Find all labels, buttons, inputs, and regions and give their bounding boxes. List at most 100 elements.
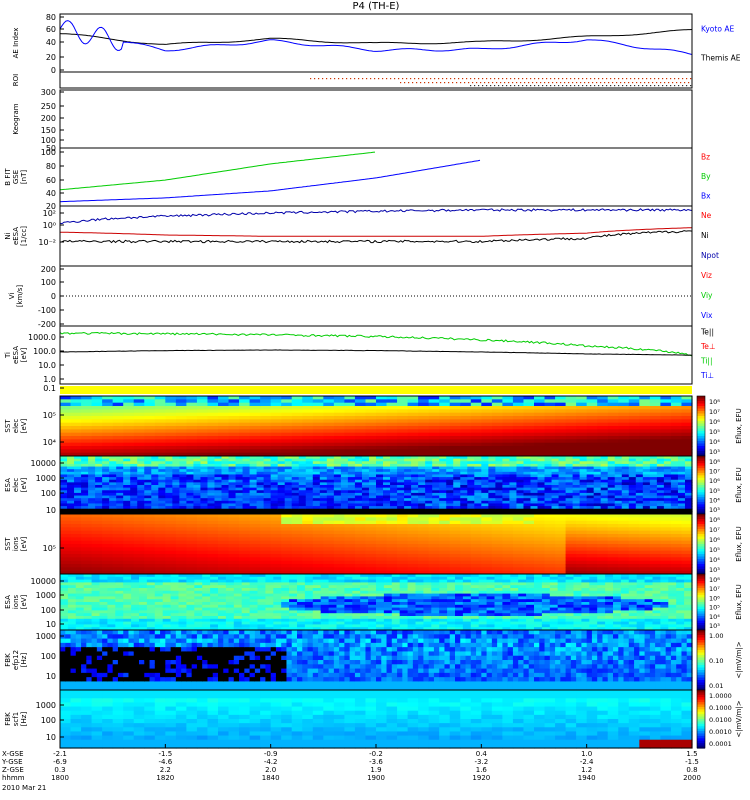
sst_e-cell [112, 432, 124, 437]
esa_e-cell [572, 479, 581, 483]
sst_e-cell [144, 422, 156, 427]
esa_i-cell [376, 579, 385, 583]
esa_e-cell [516, 490, 525, 494]
sst_i-cell [555, 570, 567, 575]
esa_e-cell [593, 495, 602, 499]
sst_i-cell [628, 560, 640, 565]
sst_i-cell [196, 554, 209, 558]
esa_i-cell [304, 582, 314, 586]
esa_e-cell [340, 503, 349, 507]
esa_e-cell [446, 461, 454, 465]
sst_e-cell [523, 452, 535, 457]
esa_e-cell [263, 503, 272, 507]
esa_i-cell [123, 582, 132, 586]
esa_i-cell [154, 616, 164, 620]
esa_i-cell [225, 590, 235, 595]
esa_e-cell [425, 463, 433, 468]
sst_i-cell [523, 537, 535, 542]
sst_i-cell [586, 550, 598, 555]
sst_e-cell [218, 412, 230, 417]
esa_e-cell [347, 492, 356, 497]
esa_i-cell [83, 590, 93, 595]
sst_i-cell [397, 544, 409, 548]
sst_e-cell [534, 426, 546, 430]
esa_e-cell [663, 458, 672, 462]
esa_i-cell [312, 590, 322, 595]
esa_e-cell [172, 495, 180, 499]
esa_e-cell [165, 503, 173, 507]
esa_e-cell [600, 506, 609, 510]
esa_i-cell [60, 599, 69, 603]
sst_i-cell [91, 514, 103, 518]
esa_e-cell [137, 463, 145, 468]
esa_e-cell [305, 490, 314, 494]
esa_e-cell [228, 471, 237, 476]
sst_i-cell [196, 560, 209, 565]
sst_i-cell [386, 540, 398, 545]
esa_e-cell [432, 492, 440, 497]
sst_i-cell [291, 517, 303, 522]
esa_e-cell [361, 495, 370, 499]
sst_e-cell [386, 422, 398, 427]
esa_e-cell [340, 492, 349, 497]
sst_e-cell [449, 406, 461, 410]
esa_e-cell [425, 479, 433, 483]
esa_i-cell [257, 576, 266, 581]
esa_e-cell [249, 498, 258, 502]
esa_i-cell [186, 602, 195, 606]
sst_e-cell [460, 426, 472, 430]
sst_e-cell [260, 412, 272, 417]
esa_i-cell [376, 618, 385, 623]
esa_i-cell [123, 574, 132, 578]
esa_e-cell [249, 482, 258, 486]
esa_e-cell [446, 463, 454, 468]
esa_e-cell [81, 461, 89, 465]
esa_i-cell [328, 607, 338, 611]
sst_i-cell [112, 570, 124, 575]
esa_e-cell [621, 487, 630, 491]
esa_e-cell [158, 482, 166, 486]
sst_i-cell [112, 564, 124, 568]
esa_e-cell [137, 474, 145, 478]
esa_e-cell [453, 495, 461, 499]
sst_e-cell [512, 452, 525, 457]
esa_e-cell [418, 487, 426, 491]
esa_e-cell [684, 466, 693, 470]
esa_e-cell [333, 503, 342, 507]
esa_e-cell [551, 456, 560, 460]
sst_e-cell [397, 442, 409, 447]
esa_e-cell [144, 463, 152, 468]
sst_i-cell [534, 567, 546, 572]
sst_e-cell [481, 449, 493, 454]
sst_i-cell [470, 537, 482, 542]
sst_i-cell [249, 570, 261, 575]
esa_i-cell [115, 621, 124, 625]
esa_e-cell [425, 508, 433, 512]
sst_e-cell [312, 432, 324, 437]
esa_i-cell [67, 574, 77, 578]
esa_i-cell [225, 585, 235, 589]
sst_e-cell [60, 422, 72, 427]
sst_e-cell [481, 452, 493, 457]
sst_e-cell [628, 416, 640, 420]
esa_e-cell [263, 508, 272, 512]
esa_e-cell [460, 506, 468, 510]
esa_e-cell [340, 456, 349, 460]
sst_e-cell [586, 446, 598, 450]
esa_e-cell [488, 498, 496, 502]
sst_i-cell [207, 540, 219, 545]
esa_e-cell [572, 463, 581, 468]
sst_i-cell [333, 530, 345, 535]
sst_i-cell [576, 537, 588, 542]
sst_e-cell [439, 406, 451, 410]
sst_e-cell [670, 452, 683, 457]
sst_e-cell [470, 449, 482, 454]
esa_e-cell [298, 466, 307, 470]
esa_i-cell [210, 604, 219, 609]
esa_e-cell [516, 508, 525, 512]
sst_e-cell [449, 436, 461, 440]
esa_e-cell [151, 508, 159, 512]
sst_e-cell [439, 422, 451, 427]
esa_e-cell [284, 466, 293, 470]
esa_i-cell [328, 582, 338, 586]
